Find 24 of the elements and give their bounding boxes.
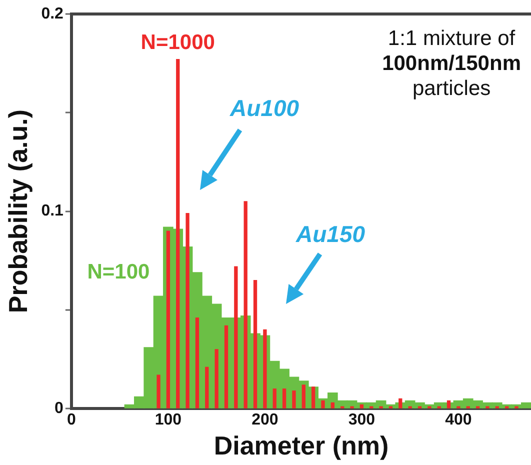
bar <box>214 349 218 408</box>
bar <box>156 374 160 408</box>
bar <box>330 402 334 408</box>
annotation: Au100 <box>230 95 300 122</box>
x-tick-label: 400 <box>445 412 472 429</box>
y-tick-label: 0 <box>54 400 64 418</box>
series-label: N=1000 <box>140 31 215 54</box>
series-label: N=100 <box>87 260 150 284</box>
annotation: 1:1 mixture of 100nm/150nm particles <box>382 26 521 101</box>
x-tick-label: 300 <box>348 412 376 429</box>
x-tick-label: 100 <box>154 412 182 429</box>
x-tick-label: 0 <box>66 412 76 429</box>
bar <box>205 366 209 408</box>
bar <box>272 388 276 408</box>
x-tick-label: 200 <box>252 412 278 429</box>
bar <box>195 318 200 408</box>
annotation: Au150 <box>296 221 366 248</box>
bar <box>360 404 364 408</box>
y-tick-label: 0.2 <box>41 5 64 22</box>
bar <box>292 390 296 408</box>
x-axis-title: Diameter (nm) <box>214 430 389 461</box>
y-tick-label: 0.1 <box>41 202 64 220</box>
bar <box>282 388 286 408</box>
y-axis-title: Probability (a.u.) <box>2 109 33 314</box>
